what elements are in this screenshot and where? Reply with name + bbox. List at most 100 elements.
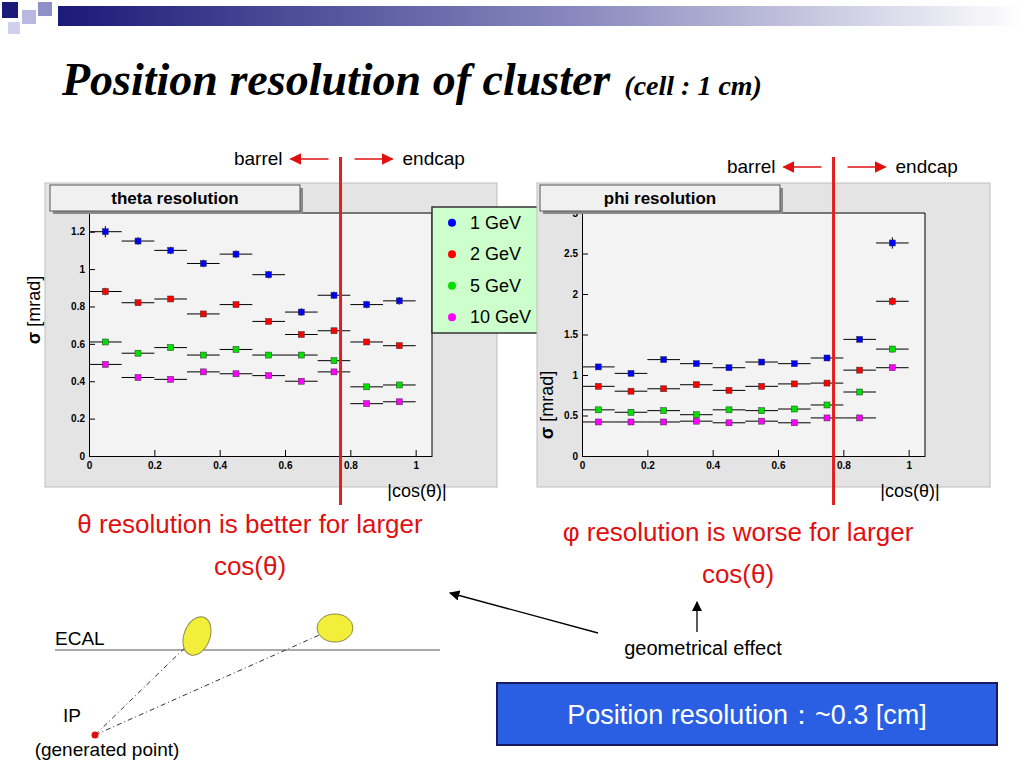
tick-label: 2.5 — [564, 248, 578, 259]
tick-mark — [154, 450, 155, 456]
data-point — [791, 361, 797, 367]
cluster-shape — [317, 614, 353, 642]
text-line: φ resolution is worse for larger — [563, 517, 914, 547]
data-point — [200, 369, 206, 375]
data-point — [396, 399, 402, 405]
tick-label: 1 — [572, 370, 578, 381]
tick-label: 0.2 — [641, 460, 655, 471]
data-point — [200, 352, 206, 358]
panel-frame — [45, 183, 497, 487]
data-point — [298, 309, 304, 315]
summary-box — [497, 683, 997, 745]
data-point — [661, 386, 667, 392]
projection-line — [95, 636, 197, 735]
tick-label: 1.2 — [71, 226, 85, 237]
axis-line — [89, 214, 90, 457]
data-point — [331, 292, 337, 298]
cluster-shape — [178, 613, 216, 659]
tick: 0.2 — [641, 450, 655, 471]
data-point — [759, 418, 765, 424]
tick: 0.4 — [213, 450, 227, 471]
text-part: [mrad] — [24, 276, 44, 332]
data-point — [266, 272, 272, 278]
x-axis: 00.20.40.60.81 — [580, 450, 926, 471]
tick: 0.2 — [148, 450, 162, 471]
region-label: barrel — [727, 156, 776, 177]
data-point — [168, 376, 174, 382]
tick: 0.4 — [706, 450, 720, 471]
data-point — [661, 357, 667, 363]
data-point — [135, 374, 141, 380]
data-point — [661, 419, 667, 425]
data-point — [266, 373, 272, 379]
data-point — [233, 302, 239, 308]
plot-frame — [925, 213, 926, 456]
data-point — [693, 361, 699, 367]
data-point — [628, 419, 634, 425]
tick-mark — [909, 450, 910, 456]
data-point — [266, 352, 272, 358]
plot-area — [582, 213, 925, 456]
tick: 1.5 — [564, 329, 588, 340]
data-point — [889, 365, 895, 371]
data-point — [889, 346, 895, 352]
data-point — [857, 367, 863, 373]
tick-label: 2 — [572, 289, 578, 300]
tick-mark — [713, 450, 714, 456]
legend-label: 10 GeV — [470, 307, 531, 327]
data-point — [102, 229, 108, 235]
tick-mark — [582, 375, 588, 376]
header-square — [8, 22, 20, 34]
tick-label: 0.5 — [564, 410, 578, 421]
header-bar — [58, 6, 1024, 26]
data-point — [364, 384, 370, 390]
tick-label: 0 — [79, 451, 85, 462]
header-square — [2, 2, 18, 18]
header-square — [38, 2, 52, 16]
data-point — [857, 389, 863, 395]
y-axis: 00.511.522.53 — [564, 208, 588, 462]
series — [582, 346, 909, 418]
text-part: σ — [24, 332, 44, 344]
diagram-label: (generated point) — [35, 739, 180, 760]
annotation-arrow — [291, 158, 329, 160]
tick: 0.8 — [837, 450, 851, 471]
data-point — [628, 370, 634, 376]
data-point — [396, 343, 402, 349]
data-point — [759, 383, 765, 389]
tick-mark — [647, 450, 648, 456]
tick-label: 0 — [572, 451, 578, 462]
data-point — [364, 339, 370, 345]
tick: 1 — [572, 370, 588, 381]
tick-label: 0 — [87, 460, 93, 471]
annotation-arrow — [355, 158, 393, 160]
slide-title: Position resolution of cluster — [61, 54, 611, 105]
tick-label: 0 — [580, 460, 586, 471]
y-axis: 00.20.40.60.811.2 — [71, 214, 95, 462]
data-point — [331, 328, 337, 334]
tick-mark — [778, 450, 779, 456]
data-point — [364, 401, 370, 407]
tick-mark — [350, 450, 351, 456]
diagram-label: ECAL — [55, 628, 105, 649]
diagram-label: IP — [63, 705, 81, 726]
tick-mark — [582, 335, 588, 336]
region-label: endcap — [896, 156, 958, 177]
text-line: cos(θ) — [214, 551, 286, 581]
tick: 0.6 — [71, 339, 95, 350]
tick: 0.2 — [71, 413, 95, 424]
tick: 2.5 — [564, 248, 588, 259]
tick-label: 0.8 — [344, 460, 358, 471]
region-label: endcap — [403, 148, 465, 169]
data-point — [298, 332, 304, 338]
tick-mark — [89, 344, 95, 345]
series — [582, 297, 909, 394]
tick: 0.4 — [71, 376, 95, 387]
tick: 0.8 — [344, 450, 358, 471]
tick-label: 0.8 — [71, 301, 85, 312]
tick-label: 1.5 — [564, 329, 578, 340]
title-box — [540, 185, 780, 211]
data-point — [298, 378, 304, 384]
slide: Position resolution of cluster(cell : 1 … — [0, 0, 1024, 768]
data-point — [595, 383, 601, 389]
